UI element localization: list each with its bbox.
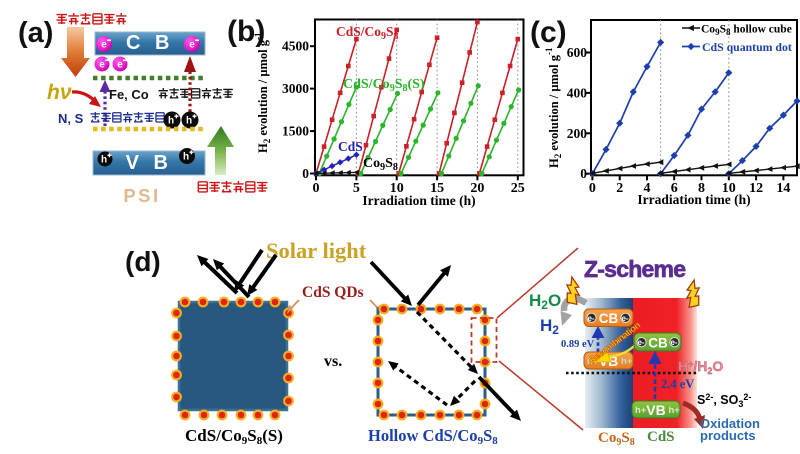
svg-text:h: h: [101, 155, 107, 166]
svg-text:10: 10: [390, 181, 404, 196]
svg-text:Irradiation time (h): Irradiation time (h): [362, 193, 475, 208]
svg-text:CdS QDs: CdS QDs: [302, 284, 364, 301]
svg-text:Fe‚ Co: Fe‚ Co: [109, 87, 149, 102]
svg-text:(b): (b): [227, 15, 265, 48]
svg-text:h: h: [186, 116, 192, 127]
svg-text:Co9S8: Co9S8: [598, 430, 635, 448]
svg-text:CdS: CdS: [647, 429, 675, 445]
svg-text:vs.: vs.: [324, 353, 342, 370]
svg-text:e: e: [117, 60, 123, 71]
svg-text:C B: C B: [126, 32, 174, 54]
svg-text:25: 25: [511, 181, 525, 196]
svg-text:600: 600: [567, 45, 588, 60]
svg-text:3000: 3000: [282, 81, 309, 96]
svg-text:CdS: CdS: [338, 139, 363, 154]
svg-text:5: 5: [353, 181, 360, 196]
svg-text:200: 200: [567, 126, 588, 141]
svg-text:h: h: [168, 116, 174, 127]
svg-text:Oxidation: Oxidation: [700, 416, 760, 431]
svg-text:products: products: [700, 428, 756, 443]
svg-text:Z-scheme: Z-scheme: [584, 256, 686, 282]
svg-text:VB: VB: [646, 402, 665, 418]
svg-text:8: 8: [698, 181, 705, 196]
svg-text:h+: h+: [635, 405, 647, 416]
svg-text:6: 6: [671, 181, 678, 196]
svg-text:h+: h+: [621, 356, 633, 367]
svg-text:0: 0: [580, 166, 587, 181]
svg-text:Solar light: Solar light: [266, 238, 367, 263]
svg-text:(c): (c): [530, 16, 567, 49]
svg-text:H2 evolution / μmol g-1: H2 evolution / μmol g-1: [544, 47, 563, 168]
svg-text:e: e: [189, 40, 195, 51]
svg-text:e-: e-: [670, 338, 677, 347]
svg-text:2: 2: [616, 181, 623, 196]
svg-text:Hollow CdS/Co9S8: Hollow CdS/Co9S8: [368, 426, 498, 447]
svg-text:e-: e-: [621, 314, 628, 323]
svg-text:h: h: [183, 152, 189, 163]
svg-text:e-: e-: [637, 338, 644, 347]
svg-text:hν: hν: [47, 81, 72, 104]
svg-text:2.4 eV: 2.4 eV: [661, 377, 694, 391]
svg-text:V B: V B: [126, 152, 173, 174]
svg-text:CdS quantum dot: CdS quantum dot: [702, 40, 792, 54]
svg-text:14: 14: [776, 181, 790, 196]
svg-text:H+/H2O: H+/H2O: [678, 358, 723, 376]
svg-text:CB: CB: [599, 311, 619, 326]
svg-text:e-: e-: [587, 314, 594, 323]
svg-text:e: e: [101, 40, 107, 51]
svg-text:CB: CB: [648, 336, 668, 351]
svg-text:e: e: [99, 60, 105, 71]
svg-text:(a): (a): [18, 17, 53, 49]
svg-text:Co9S8 hollow cube: Co9S8 hollow cube: [701, 24, 792, 38]
svg-text:0: 0: [302, 166, 309, 181]
svg-text:15: 15: [430, 181, 444, 196]
svg-text:0: 0: [313, 181, 320, 196]
svg-text:Irradiation time (h): Irradiation time (h): [637, 192, 750, 207]
svg-text:N‚ S: N‚ S: [58, 111, 84, 126]
svg-text:10: 10: [722, 181, 736, 196]
svg-text:h+: h+: [669, 405, 681, 416]
svg-text:0: 0: [589, 181, 596, 196]
svg-text:Co9S8: Co9S8: [363, 156, 398, 173]
svg-text:1500: 1500: [282, 124, 309, 139]
svg-text:4: 4: [644, 181, 651, 196]
svg-text:400: 400: [567, 85, 588, 100]
svg-text:CdS/Co9S8(S): CdS/Co9S8(S): [343, 77, 425, 94]
svg-text:(d): (d): [125, 246, 161, 277]
svg-text:20: 20: [470, 181, 484, 196]
svg-text:PSI: PSI: [123, 185, 160, 206]
svg-text:0.89 eV: 0.89 eV: [561, 339, 595, 350]
svg-text:CdS/Co9S8(S): CdS/Co9S8(S): [185, 426, 283, 447]
svg-text:H2 evolution / μmol g-1: H2 evolution / μmol g-1: [253, 32, 272, 153]
svg-text:S2-, SO32-: S2-, SO32-: [697, 392, 751, 409]
svg-text:H2O: H2O: [529, 291, 561, 312]
svg-text:12: 12: [749, 181, 763, 196]
svg-text:4500: 4500: [282, 39, 309, 54]
